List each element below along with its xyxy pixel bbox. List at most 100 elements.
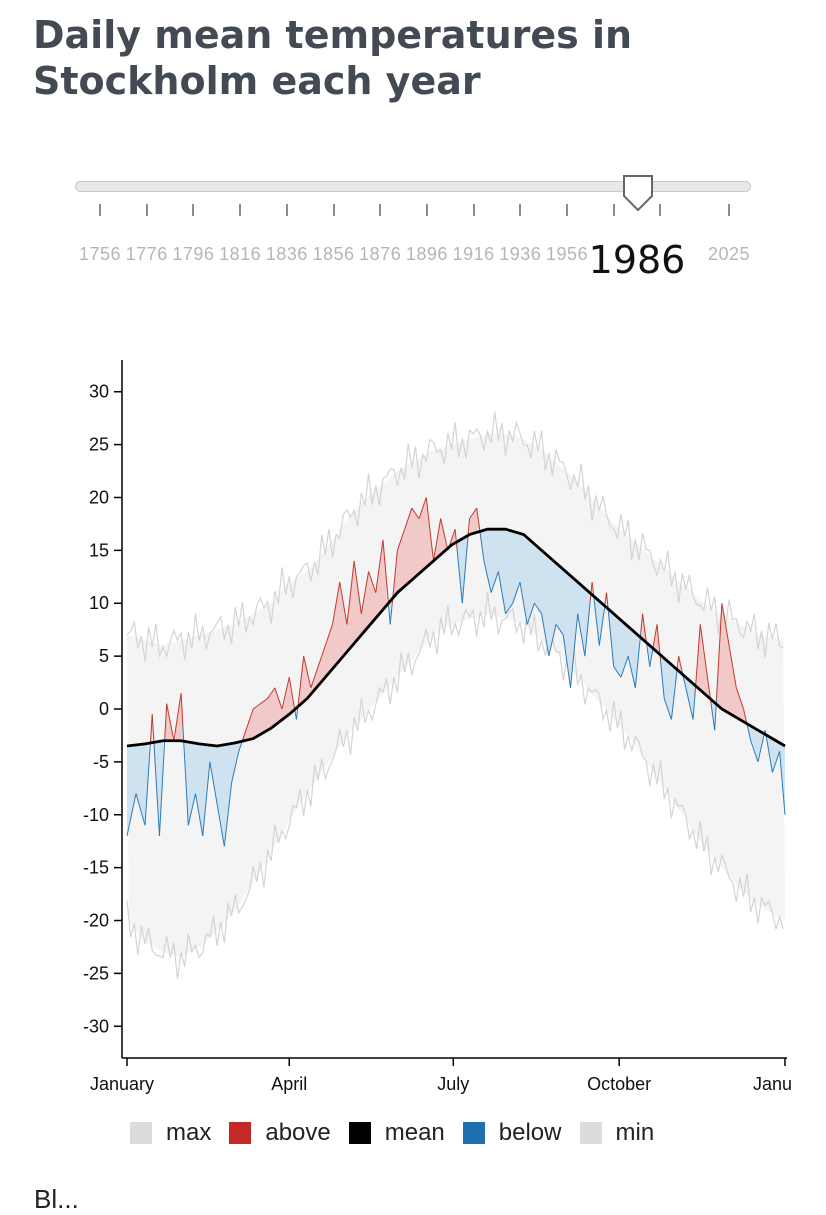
actual-segment [634, 669, 638, 688]
actual-segment [575, 613, 579, 633]
actual-segment [546, 645, 550, 657]
legend-item-mean: mean [348, 1119, 445, 1147]
actual-segment [285, 685, 288, 694]
actual-segment [699, 624, 703, 638]
actual-segment [364, 582, 368, 593]
actual-segment [717, 634, 721, 667]
actual-segment [670, 703, 674, 720]
slider-tick-label: 1956 [545, 244, 589, 264]
actual-segment [315, 666, 319, 673]
actual-segment [753, 751, 757, 757]
actual-segment [249, 714, 252, 720]
actual-segment [555, 624, 559, 628]
actual-segment [400, 534, 404, 540]
actual-segment [286, 677, 290, 686]
actual-segment [485, 568, 489, 577]
legend-label: below [498, 1119, 562, 1146]
x-tick-label: July [437, 1074, 469, 1094]
actual-segment [741, 703, 745, 710]
actual-segment [780, 772, 784, 794]
actual-segment [346, 608, 350, 625]
actual-segment [506, 608, 510, 612]
actual-segment [368, 571, 371, 577]
slider-handle-shape[interactable] [623, 175, 653, 212]
actual-segment [530, 608, 534, 614]
x-tick-label: Janu [753, 1074, 792, 1094]
actual-segment [409, 507, 413, 514]
slider-tick-1896 [425, 204, 428, 216]
slider-track[interactable] [75, 181, 751, 192]
actual-segment [553, 624, 557, 633]
actual-segment [393, 568, 397, 588]
actual-segment [267, 695, 270, 699]
year-slider[interactable]: 1756 1776 1796 1816 1836 1856 1876 1896 1916 1936… [0, 160, 826, 290]
actual-segment [557, 626, 561, 630]
legend-swatch [579, 1122, 602, 1144]
actual-segment [461, 582, 465, 604]
actual-segment [319, 655, 323, 662]
y-tick-label: -10 [83, 805, 109, 825]
actual-segment [362, 592, 366, 604]
actual-segment [451, 534, 454, 540]
slider-tick-1856 [332, 204, 335, 216]
legend-label: above [265, 1119, 331, 1146]
actual-segment [770, 761, 773, 773]
actual-segment [128, 818, 132, 828]
actual-segment [411, 507, 415, 511]
actual-segment [321, 650, 324, 657]
actual-segment [656, 624, 660, 643]
slider-handle[interactable] [622, 174, 654, 212]
actual-segment [225, 814, 229, 831]
y-tick-label: 10 [89, 593, 109, 613]
actual-segment [211, 772, 215, 784]
slider-selected-year: 1986 [588, 238, 686, 282]
y-tick-label: 0 [99, 699, 109, 719]
actual-segment [578, 624, 582, 636]
actual-segment [158, 802, 162, 836]
actual-segment [323, 645, 326, 651]
actual-segment [694, 671, 698, 696]
slider-tick-1816 [239, 204, 242, 216]
actual-segment [252, 707, 256, 710]
actual-segment [449, 539, 452, 546]
actual-segment [213, 782, 216, 794]
actual-segment [434, 539, 438, 551]
actual-segment [402, 529, 406, 535]
actual-segment [261, 700, 265, 703]
actual-segment [458, 566, 462, 585]
slider-tick-1916 [472, 204, 475, 216]
actual-segment [523, 603, 526, 614]
actual-segment [404, 523, 407, 530]
actual-segment [728, 645, 732, 657]
actual-segment [270, 690, 274, 694]
actual-segment [734, 677, 737, 688]
actual-segment [615, 669, 618, 673]
actual-segment [465, 539, 469, 561]
actual-segment [171, 731, 175, 741]
actual-segment [277, 698, 281, 704]
actual-segment [337, 582, 341, 593]
actual-segment [494, 576, 498, 583]
actual-segment [730, 656, 734, 667]
actual-segment [375, 579, 379, 593]
actual-segment [537, 608, 541, 612]
y-tick-label: -25 [83, 963, 109, 983]
actual-segment [413, 510, 416, 514]
actual-segment [503, 603, 507, 614]
actual-segment [705, 663, 708, 678]
actual-segment [429, 529, 433, 546]
actual-segment [719, 603, 723, 635]
actual-segment [205, 780, 209, 799]
slider-tick-1936 [519, 204, 522, 216]
actual-segment [382, 539, 386, 561]
actual-segment [521, 592, 525, 604]
slider-tick-label: 1776 [125, 244, 168, 264]
actual-segment [308, 679, 312, 688]
actual-segment [548, 648, 552, 657]
actual-segment [214, 793, 218, 805]
slider-tick-1876 [379, 204, 382, 216]
actual-segment [652, 634, 656, 646]
actual-segment [420, 507, 424, 514]
actual-segment [189, 809, 193, 818]
actual-segment [204, 798, 207, 818]
